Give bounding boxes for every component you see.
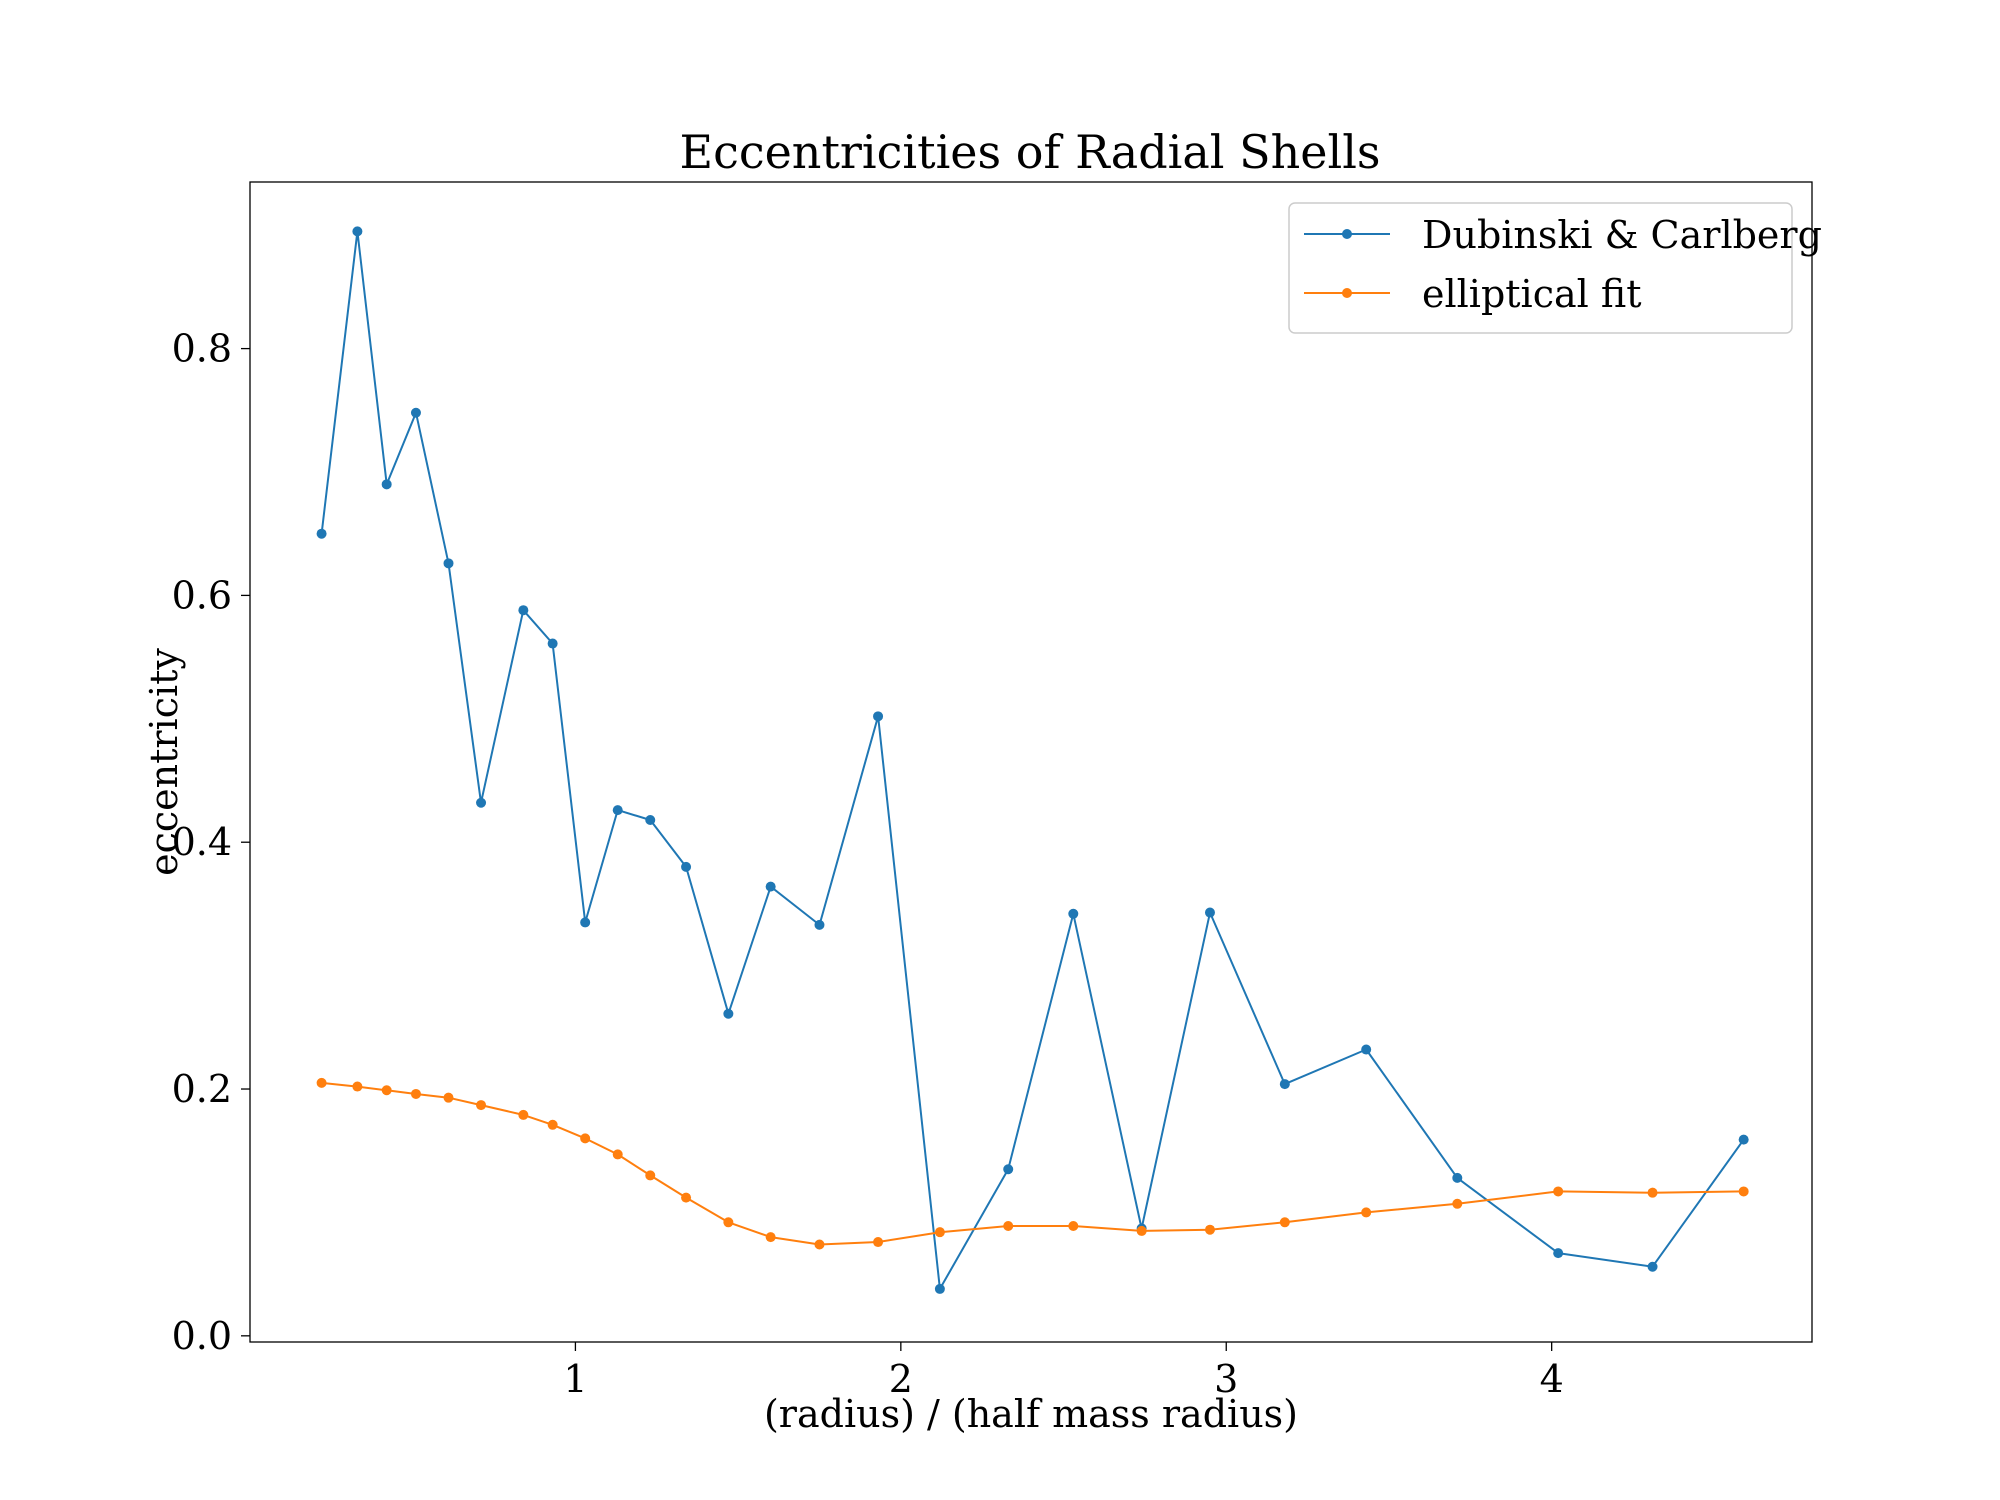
x-axis-ticks: 1 2 3 4 — [563, 1342, 1564, 1401]
series-1-point — [580, 917, 591, 928]
series-2-point — [476, 1100, 487, 1111]
series-2-point — [934, 1227, 945, 1238]
y-axis-label: eccentricity — [142, 648, 186, 876]
series-1-point — [681, 861, 692, 872]
x-axis-label: (radius) / (half mass radius) — [764, 1392, 1298, 1436]
y-tick-label: 0.2 — [172, 1067, 232, 1111]
series-1-point — [1204, 907, 1215, 918]
legend-label-series-2: elliptical fit — [1422, 272, 1641, 316]
series-2-point — [518, 1109, 529, 1120]
y-tick-label: 0.4 — [172, 820, 232, 864]
x-tick-label: 2 — [889, 1357, 913, 1401]
y-tick-label: 0.0 — [172, 1314, 232, 1358]
series-1-point — [316, 528, 327, 539]
legend: Dubinski & Carlberg elliptical fit — [1288, 202, 1822, 334]
series-2-point — [765, 1232, 776, 1243]
series-1-point — [1068, 908, 1079, 919]
series-2-point — [443, 1092, 454, 1103]
series-2-point — [1452, 1198, 1463, 1209]
series-1-point — [934, 1283, 945, 1294]
series-1-point — [1738, 1134, 1749, 1145]
x-tick-label: 3 — [1214, 1357, 1238, 1401]
plot-area — [316, 226, 1749, 1294]
x-tick-label: 4 — [1540, 1357, 1564, 1401]
series-1-point — [1279, 1079, 1290, 1090]
series-2-point — [352, 1081, 363, 1092]
series-2-point — [1738, 1186, 1749, 1197]
series-2-point — [645, 1170, 656, 1181]
y-tick-label: 0.8 — [172, 327, 232, 371]
series-2-point — [1068, 1221, 1079, 1231]
series-1-point — [1647, 1261, 1658, 1272]
series-1-point — [873, 711, 884, 722]
series-2-point — [1553, 1186, 1564, 1197]
series-2-point — [1647, 1187, 1658, 1198]
series-1-point — [645, 815, 656, 825]
x-tick-label: 1 — [563, 1357, 587, 1401]
legend-marker-series-2 — [1342, 288, 1352, 298]
series-2-point — [410, 1088, 421, 1099]
y-axis-ticks: 0.0 0.2 0.4 0.6 0.8 — [172, 327, 250, 1358]
series-2-point — [381, 1085, 392, 1096]
series-1-point — [765, 881, 776, 892]
series-1-point — [410, 407, 421, 418]
legend-marker-series-1 — [1342, 229, 1352, 239]
series-2-point — [316, 1077, 327, 1088]
legend-box — [1288, 202, 1793, 334]
series-2-point — [1136, 1225, 1147, 1236]
series-1-point — [612, 805, 623, 816]
series-1-point — [723, 1008, 734, 1019]
axes-frame — [249, 181, 1813, 1343]
series-1-point — [476, 797, 487, 808]
series-1-point — [381, 479, 392, 490]
series-1-point — [1553, 1248, 1564, 1259]
series-2-point — [814, 1239, 825, 1250]
series-1-point — [443, 558, 454, 569]
series-1-point — [1003, 1164, 1014, 1175]
series-1-point — [814, 919, 825, 930]
series-2-point — [681, 1192, 692, 1203]
series-2-point — [873, 1237, 884, 1248]
series-1-point — [547, 638, 558, 649]
y-tick-label: 0.6 — [172, 573, 232, 617]
series-1-point — [1452, 1172, 1463, 1183]
series-2-point — [1361, 1207, 1372, 1218]
series-2-point — [1003, 1221, 1014, 1231]
chart-title: Eccentricities of Radial Shells — [679, 125, 1380, 179]
series-1-point — [518, 605, 529, 616]
series-1-point — [1361, 1044, 1372, 1055]
series-2-point — [1204, 1224, 1215, 1235]
legend-label-series-1: Dubinski & Carlberg — [1422, 213, 1822, 257]
series-2-point — [580, 1133, 591, 1144]
series-2-point — [547, 1119, 558, 1130]
series-2-point — [612, 1149, 623, 1160]
series-2-point — [723, 1217, 734, 1228]
series-2-point — [1279, 1217, 1290, 1228]
series-1-point — [352, 226, 363, 237]
